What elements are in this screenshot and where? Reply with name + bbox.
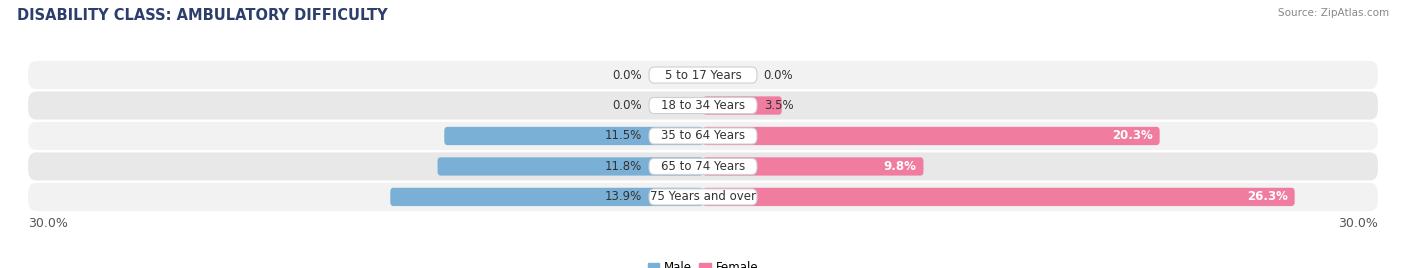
FancyBboxPatch shape (703, 188, 1295, 206)
Text: 30.0%: 30.0% (28, 217, 67, 230)
FancyBboxPatch shape (437, 157, 703, 176)
Text: 65 to 74 Years: 65 to 74 Years (661, 160, 745, 173)
Text: 11.5%: 11.5% (605, 129, 643, 143)
FancyBboxPatch shape (28, 152, 1378, 180)
FancyBboxPatch shape (28, 61, 1378, 89)
Text: DISABILITY CLASS: AMBULATORY DIFFICULTY: DISABILITY CLASS: AMBULATORY DIFFICULTY (17, 8, 388, 23)
Text: 13.9%: 13.9% (605, 190, 643, 203)
FancyBboxPatch shape (28, 183, 1378, 211)
Text: Source: ZipAtlas.com: Source: ZipAtlas.com (1278, 8, 1389, 18)
FancyBboxPatch shape (28, 91, 1378, 120)
FancyBboxPatch shape (650, 189, 756, 205)
Text: 75 Years and over: 75 Years and over (650, 190, 756, 203)
FancyBboxPatch shape (650, 67, 756, 83)
FancyBboxPatch shape (703, 157, 924, 176)
Text: 0.0%: 0.0% (613, 99, 643, 112)
Text: 30.0%: 30.0% (1339, 217, 1378, 230)
FancyBboxPatch shape (650, 158, 756, 174)
FancyBboxPatch shape (650, 98, 756, 114)
FancyBboxPatch shape (391, 188, 703, 206)
FancyBboxPatch shape (444, 127, 703, 145)
Text: 26.3%: 26.3% (1247, 190, 1288, 203)
FancyBboxPatch shape (28, 122, 1378, 150)
Text: 20.3%: 20.3% (1112, 129, 1153, 143)
FancyBboxPatch shape (703, 96, 782, 115)
Text: 9.8%: 9.8% (884, 160, 917, 173)
Legend: Male, Female: Male, Female (643, 256, 763, 268)
FancyBboxPatch shape (703, 127, 1160, 145)
Text: 5 to 17 Years: 5 to 17 Years (665, 69, 741, 81)
Text: 35 to 64 Years: 35 to 64 Years (661, 129, 745, 143)
Text: 0.0%: 0.0% (613, 69, 643, 81)
Text: 0.0%: 0.0% (763, 69, 793, 81)
Text: 18 to 34 Years: 18 to 34 Years (661, 99, 745, 112)
FancyBboxPatch shape (650, 128, 756, 144)
Text: 11.8%: 11.8% (605, 160, 643, 173)
Text: 3.5%: 3.5% (763, 99, 793, 112)
